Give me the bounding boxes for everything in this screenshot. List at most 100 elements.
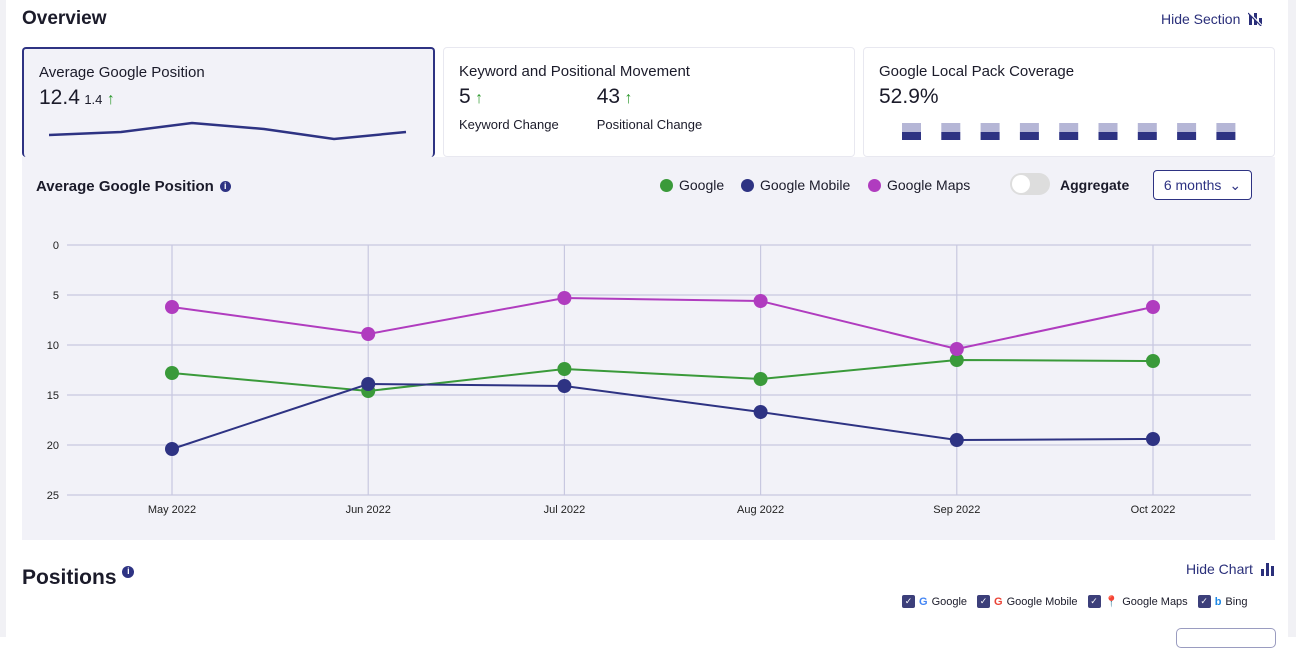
data-point[interactable] [1146, 300, 1160, 314]
y-tick-label: 20 [47, 440, 59, 452]
data-point[interactable] [165, 442, 179, 456]
coverage-bar-top [941, 123, 961, 132]
hide-chart-icon [1248, 12, 1263, 26]
engine-google[interactable]: ✓ G Google [902, 595, 967, 608]
coverage-bar [902, 132, 921, 140]
data-point[interactable] [753, 294, 768, 308]
arrow-up-icon: ↑ [475, 90, 484, 107]
chart-title: Average Google Position i [36, 178, 231, 195]
info-icon[interactable]: i [219, 181, 231, 192]
series-line [171, 296, 1154, 351]
checkbox-checked[interactable]: ✓ [1087, 595, 1101, 608]
data-point[interactable] [1146, 354, 1160, 368]
coverage-bar [1216, 132, 1236, 140]
coverage-bar [1098, 132, 1118, 140]
data-point[interactable] [949, 342, 964, 356]
legend-google-mobile[interactable]: Google Mobile [741, 177, 850, 193]
engine-google-maps[interactable]: ✓ 📍 Google Maps [1087, 595, 1188, 608]
engine-label: Google Mobile [1006, 595, 1078, 608]
coverage-bar-top [1098, 123, 1118, 132]
checkbox-checked[interactable]: ✓ [902, 595, 915, 608]
hide-section-label: Hide Section [1161, 11, 1241, 27]
engine-label: Google Maps [1122, 595, 1188, 608]
coverage-bar [1137, 132, 1157, 140]
range-value: 6 months [1163, 177, 1222, 193]
coverage-bars [902, 123, 1236, 140]
x-tick-label: Sep 2022 [933, 504, 980, 516]
coverage-bar-top [980, 123, 1000, 132]
coverage-bar [1019, 132, 1039, 140]
card-keyword-movement[interactable]: Keyword and Positional Movement 5 ↑ Keywo… [443, 47, 855, 157]
data-point[interactable] [165, 300, 179, 314]
hide-chart-label: Hide Chart [1186, 561, 1253, 577]
data-point[interactable] [557, 362, 572, 376]
coverage-bar [1177, 132, 1197, 140]
range-select[interactable]: 6 months ⌄ [1153, 170, 1252, 200]
card-delta: 1.4 [84, 92, 103, 107]
coverage-bar [941, 132, 961, 140]
hide-section-button[interactable]: Hide Section [1161, 11, 1263, 27]
line-chart: 0 5 10 15 20 25 May 2022 Jun 2022 Jul 2022 Aug 20… [47, 240, 1251, 516]
google-icon: G [994, 595, 1003, 608]
keyword-change-label: Keyword Change [459, 117, 559, 132]
data-point[interactable] [361, 377, 376, 391]
legend-label: Google Mobile [760, 177, 851, 193]
chart-panel: Average Google Position i Google Google M… [22, 157, 1275, 540]
coverage-bar [980, 132, 1000, 140]
aggregate-toggle[interactable] [1010, 173, 1050, 195]
legend-dot [741, 178, 754, 192]
data-point[interactable] [361, 384, 376, 398]
engine-filters: ✓ G Google ✓ G Google Mobile ✓ 📍 Google Maps ✓… [902, 595, 1247, 608]
arrow-up-icon: ↑ [624, 90, 633, 107]
legend-label: Google [679, 177, 725, 193]
positional-change-value: 43 [596, 85, 621, 108]
coverage-bar [1059, 132, 1079, 140]
legend-dot [660, 178, 673, 192]
coverage-bar-top [1216, 123, 1236, 132]
x-tick-label: May 2022 [148, 504, 196, 516]
y-tick-label: 0 [53, 240, 59, 252]
card-average-google-position[interactable]: Average Google Position 12.4 1.4 ↑ [22, 47, 435, 157]
y-tick-label: 10 [47, 340, 59, 352]
bing-icon: b [1214, 595, 1222, 608]
data-point[interactable] [753, 405, 768, 419]
dropdown-button[interactable] [1176, 628, 1276, 648]
legend-label: Google Maps [887, 177, 971, 193]
card-local-pack-coverage[interactable]: Google Local Pack Coverage 52.9% [863, 47, 1275, 157]
coverage-bar-top [1137, 123, 1157, 132]
checkbox-checked[interactable]: ✓ [1197, 595, 1211, 608]
engine-label: Google [931, 595, 968, 608]
scrollbar[interactable] [1288, 0, 1296, 637]
arrow-up-icon: ↑ [106, 91, 115, 108]
checkbox-checked[interactable]: ✓ [977, 595, 991, 608]
data-point[interactable] [165, 366, 179, 380]
data-point[interactable] [557, 291, 572, 305]
sparkline [49, 121, 407, 141]
legend-google-maps[interactable]: Google Maps [868, 177, 970, 193]
legend-google[interactable]: Google [660, 177, 724, 193]
card-title: Average Google Position [39, 64, 205, 81]
coverage-bar-top [902, 123, 921, 132]
card-title: Keyword and Positional Movement [459, 63, 690, 80]
keyword-change-value: 5 [459, 85, 471, 108]
data-point[interactable] [753, 372, 768, 386]
data-point[interactable] [361, 327, 376, 341]
series-line [171, 382, 1154, 450]
data-point[interactable] [949, 353, 964, 367]
x-tick-label: Oct 2022 [1131, 504, 1176, 516]
engine-google-mobile[interactable]: ✓ G Google Mobile [977, 595, 1078, 608]
data-point[interactable] [557, 379, 572, 393]
chart-title-text: Average Google Position [36, 178, 214, 195]
data-point[interactable] [949, 433, 964, 447]
bar-chart-icon [1260, 562, 1274, 576]
data-point[interactable] [1146, 432, 1160, 446]
coverage-bar-top [1019, 123, 1039, 132]
series-line [171, 358, 1154, 393]
positional-change-label: Positional Change [596, 117, 703, 132]
y-tick-label: 25 [47, 490, 59, 502]
card-value: 52.9% [879, 85, 939, 108]
google-icon: G [919, 595, 928, 608]
engine-bing[interactable]: ✓ b Bing [1197, 595, 1247, 608]
info-icon[interactable]: i [122, 566, 135, 578]
hide-chart-button[interactable]: Hide Chart [1186, 561, 1274, 577]
